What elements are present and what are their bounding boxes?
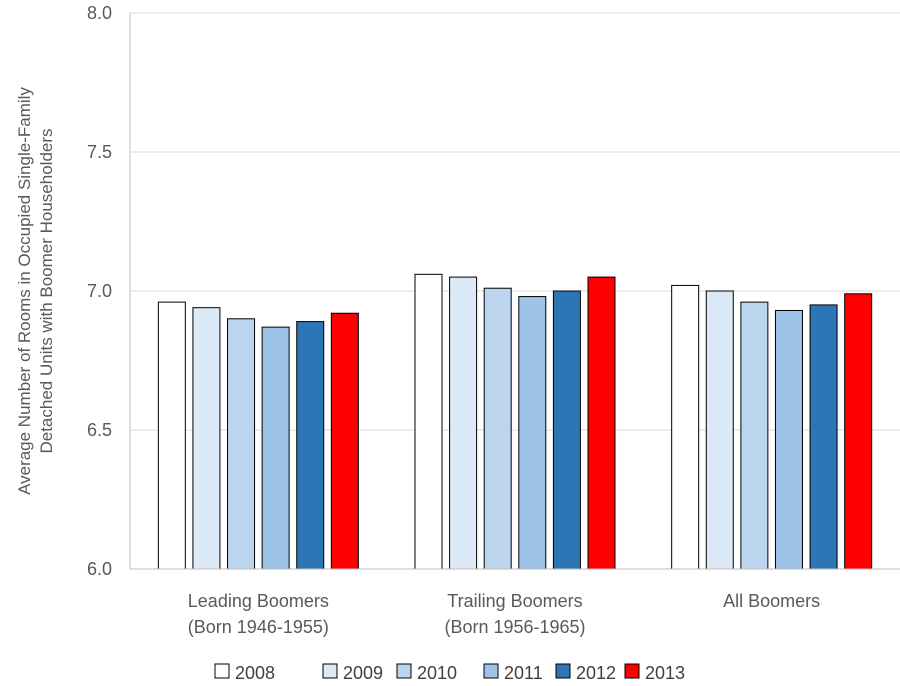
category-label: (Born 1956-1965) [444, 617, 585, 637]
bar-2010 [740, 301, 769, 570]
y-tick-label: 6.5 [87, 420, 112, 440]
legend-label-2013: 2013 [645, 663, 685, 683]
gridlines [130, 12, 900, 431]
category-labels: Leading Boomers (Born 1946-1955) Trailing … [188, 591, 820, 637]
legend-swatch-2008 [214, 663, 230, 679]
category-label: Trailing Boomers [447, 591, 582, 611]
bar-2010 [227, 318, 256, 570]
y-axis-label-line: Detached Units with Boomer Householders [37, 128, 56, 453]
legend-swatch-2009 [322, 663, 338, 679]
bars [157, 273, 873, 570]
bar-2011 [261, 326, 290, 570]
bar-2012 [296, 321, 325, 570]
bar-2008 [414, 273, 443, 570]
y-axis-label-line: Average Number of Rooms in Occupied Sing… [15, 87, 34, 495]
y-axis-label: Average Number of Rooms in Occupied Sing… [15, 87, 56, 495]
bar-2008 [157, 301, 186, 570]
legend-label-2009: 2009 [343, 663, 383, 683]
y-tick-label: 7.0 [87, 281, 112, 301]
legend: 2008 2009 2010 2011 2012 2013 [214, 663, 685, 683]
legend-swatch-2010 [396, 663, 412, 679]
y-axis-ticks: 6.0 6.5 7.0 7.5 8.0 [87, 3, 112, 579]
y-tick-label: 7.5 [87, 142, 112, 162]
legend-label-2008: 2008 [235, 663, 275, 683]
legend-label-2012: 2012 [576, 663, 616, 683]
legend-swatch-2011 [483, 663, 499, 679]
bar-2009 [192, 307, 221, 570]
y-tick-label: 6.0 [87, 559, 112, 579]
bar-2011 [518, 296, 547, 570]
legend-label-2011: 2011 [504, 663, 543, 683]
bar-2012 [809, 304, 838, 570]
legend-swatch-2012 [555, 663, 571, 679]
bar-2013 [844, 293, 873, 570]
bar-2013 [330, 312, 359, 570]
bar-2012 [552, 290, 581, 570]
category-label: Leading Boomers [188, 591, 329, 611]
bar-2010 [483, 287, 512, 570]
legend-label-2010: 2010 [417, 663, 457, 683]
bar-2013 [587, 276, 616, 570]
category-label: All Boomers [723, 591, 820, 611]
y-tick-label: 8.0 [87, 3, 112, 23]
bar-2011 [774, 309, 803, 570]
bar-2009 [449, 276, 478, 570]
category-label: (Born 1946-1955) [188, 617, 329, 637]
axes [129, 13, 900, 570]
legend-swatch-2013 [624, 663, 640, 679]
bar-2008 [671, 284, 700, 570]
bar-2009 [705, 290, 734, 570]
